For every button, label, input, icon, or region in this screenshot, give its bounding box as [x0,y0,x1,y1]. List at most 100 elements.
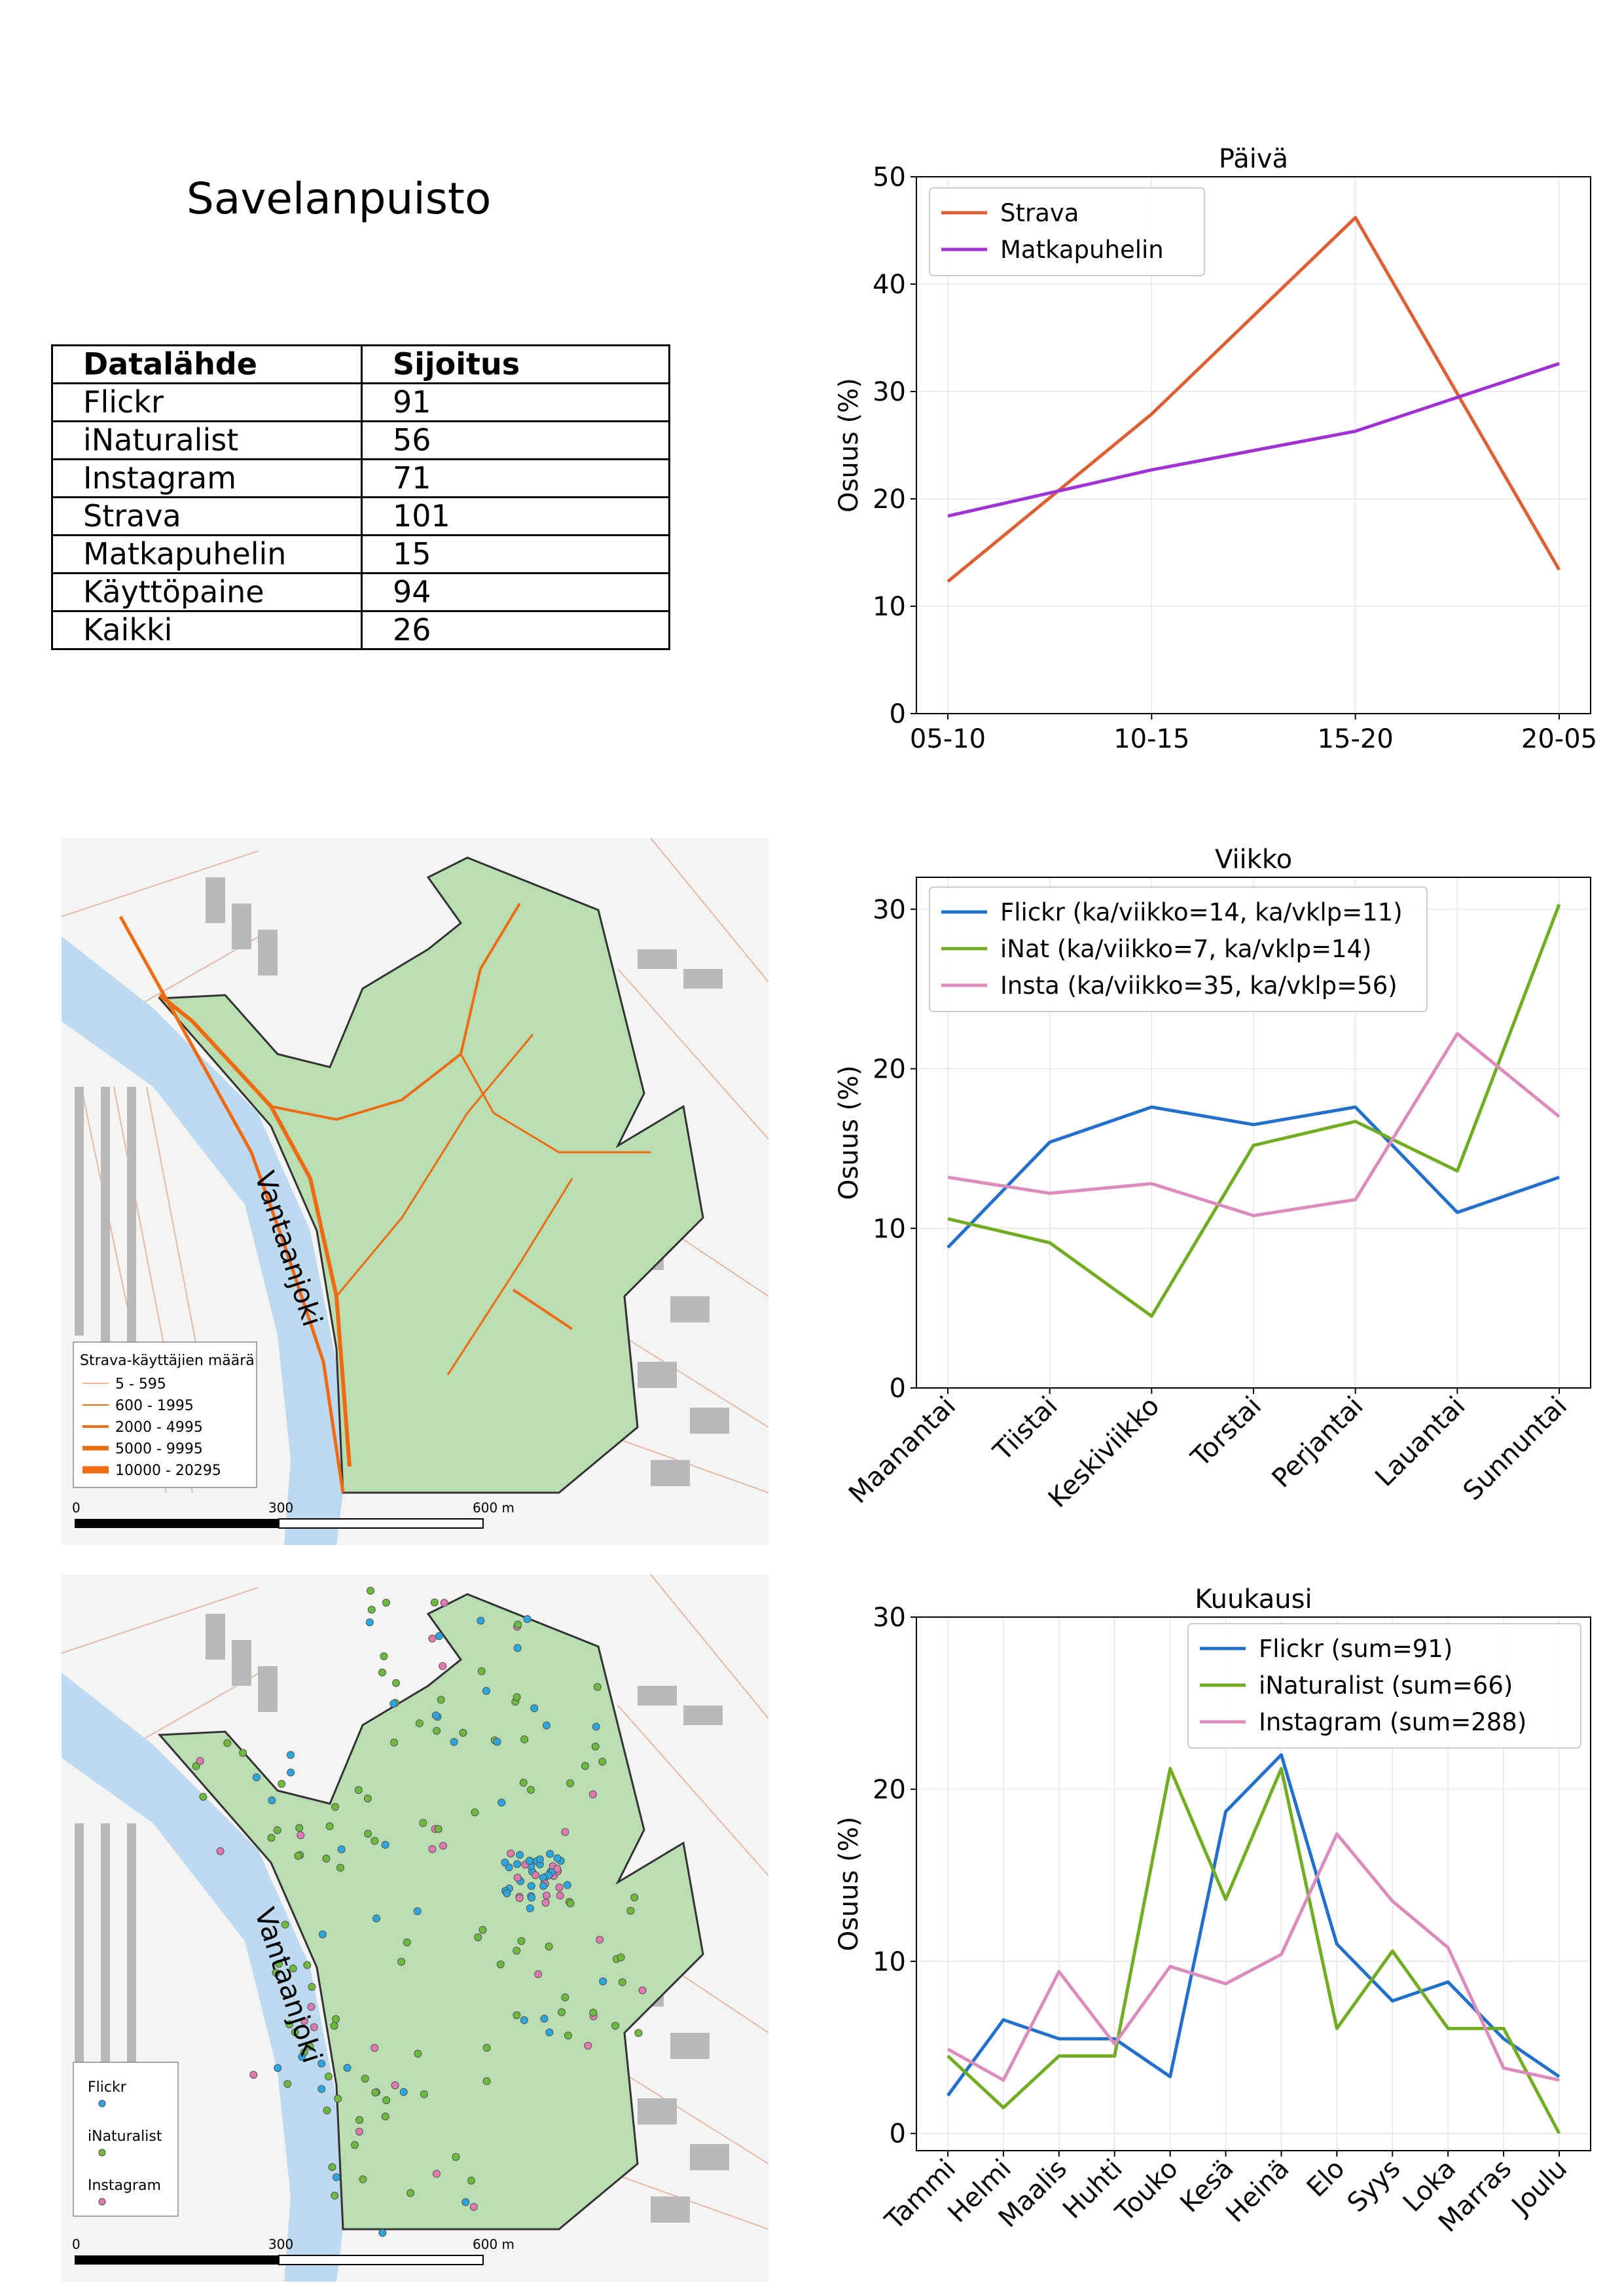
observation-point [477,1616,485,1625]
observation-point [249,2071,258,2079]
table-header-row: Datalähde Sijoitus [51,344,670,384]
x-tick-label: Touko [1110,2154,1184,2229]
observation-point [617,1953,625,1961]
table-cell: 94 [361,572,670,612]
observation-point [478,1925,487,1934]
strava-map-canvas: Vantaanjoki Strava-käyttäjien määrä 5 - … [62,838,768,1545]
plot-frame [916,176,1591,714]
series-line [947,903,1561,1318]
observation-point [294,1851,302,1860]
legend-item: 10000 - 20295 [115,1463,221,1479]
table-cell: 71 [361,458,670,498]
table-cell: 26 [361,610,670,650]
x-tick-label: Syys [1342,2154,1407,2219]
legend-box [929,886,1428,1012]
plot-area: 0102030TammiHelmiMaalisHuhtiToukoKesäHei… [834,1584,1591,2238]
observation-point [332,2173,340,2181]
observation-point [308,1982,316,1991]
observation-point [431,1711,440,1720]
observation-point [328,2163,336,2172]
observation-point [318,1930,327,1939]
observation-point [291,2028,299,2037]
observation-point [419,1819,427,1827]
y-tick-label: 40 [873,270,906,300]
observation-point [507,1850,515,1858]
observation-point [553,1865,562,1873]
observation-point [216,1847,225,1855]
series-line [947,361,1560,518]
series-line [946,1753,1561,2097]
observation-point [391,2081,399,2090]
points-map-canvas: Vantaanjoki Flickr iNaturalist Instagram… [62,1575,768,2282]
observation-point [561,1993,569,2001]
legend-item: Instagram [88,2178,161,2194]
observation-point [380,1652,388,1660]
table-row: Strava 101 [51,496,670,536]
x-tick-label: Sunnuntai [1458,1391,1573,1506]
observation-point [307,2003,316,2011]
scale-bar: 0 300 600 m [72,2236,514,2265]
observation-point [323,2106,331,2115]
table-row: Flickr 91 [51,382,670,422]
strava-map: Vantaanjoki Strava-käyttäjien määrä 5 - … [62,838,768,1545]
observation-point [471,1808,479,1817]
svg-text:600 m: 600 m [473,2236,514,2252]
observation-point [584,2041,592,2050]
observation-point [588,1790,597,1798]
observation-point [252,1773,261,1781]
observation-point [516,1851,524,1859]
table-cell: Strava [51,496,363,536]
table-cell: Kaikki [51,610,363,650]
observation-point [332,2015,340,2023]
svg-text:300: 300 [268,2236,293,2252]
observation-point [553,1854,562,1863]
table-cell: 15 [361,534,670,574]
y-tick-label: 30 [873,895,906,925]
observation-point [317,2060,326,2068]
observation-point [634,2029,643,2037]
observation-point [540,2014,549,2023]
observation-point [534,1970,543,1978]
observation-point [541,1899,550,1907]
x-tick-label: 10-15 [1113,724,1189,754]
observation-point [355,2128,363,2136]
observation-point [372,1914,380,1923]
observation-point [440,1599,448,1607]
observation-point [513,1644,522,1652]
observation-point [367,1586,374,1595]
observation-point [535,1855,544,1863]
observation-point [317,2085,326,2093]
observation-point [593,1683,602,1691]
legend-instagram-marker [98,2198,106,2206]
observation-point [303,1961,312,1969]
observation-point [566,1779,574,1787]
observation-point [513,1860,522,1868]
observation-point [539,1882,548,1890]
observation-point [526,1904,534,1912]
y-tick-label: 50 [873,162,906,192]
x-tick-label: 20-05 [1521,724,1597,754]
observation-point [561,1828,569,1836]
observation-point [381,2112,389,2121]
observation-point [278,1779,286,1788]
observation-point [433,2170,441,2178]
observation-point [513,1946,521,1955]
svg-text:0: 0 [72,2236,81,2252]
table-cell: Matkapuhelin [51,534,363,574]
observation-point [367,1605,376,1614]
table-row: Käyttöpaine 94 [51,572,670,612]
y-tick-label: 10 [873,1947,906,1977]
y-tick-label: 30 [873,1603,906,1633]
observation-point [192,1762,200,1770]
legend-inaturalist-marker [98,2149,106,2157]
legend: Strava Matkapuhelin [929,187,1205,276]
observation-point [439,1842,447,1850]
x-tick-label: Tiistai [987,1391,1063,1467]
legend-item: 2000 - 4995 [115,1419,203,1436]
legend-label: Matkapuhelin [1000,236,1164,264]
svg-text:0: 0 [72,1500,81,1516]
observation-point [392,1679,401,1687]
observation-point [281,1920,289,1929]
series-line [947,215,1561,583]
chart-day: 0 10 20 30 40 50 05-10 10-15 15-20 20-05 Päivä Osuu… [834,144,1597,754]
